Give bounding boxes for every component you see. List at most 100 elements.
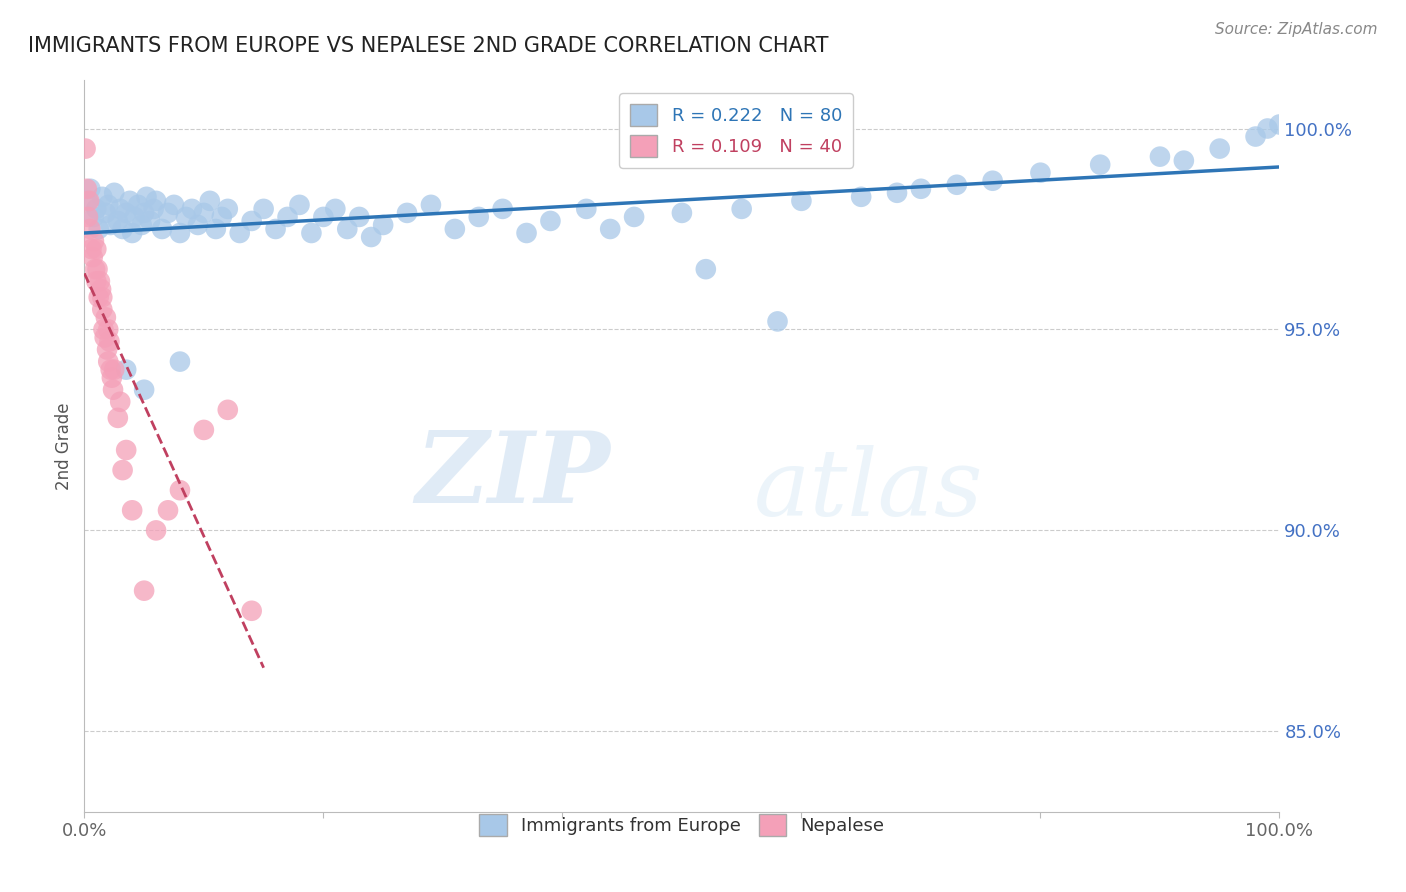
Point bbox=[288, 198, 311, 212]
Point bbox=[198, 194, 221, 208]
Point bbox=[575, 202, 598, 216]
Point bbox=[89, 274, 111, 288]
Point bbox=[80, 242, 103, 256]
Point bbox=[444, 222, 467, 236]
Point bbox=[86, 274, 108, 288]
Point bbox=[1173, 153, 1195, 168]
Point bbox=[131, 218, 153, 232]
Point bbox=[90, 282, 112, 296]
Point bbox=[336, 222, 359, 236]
Point bbox=[124, 210, 146, 224]
Point bbox=[100, 362, 122, 376]
Point bbox=[264, 222, 287, 236]
Point bbox=[217, 202, 239, 216]
Point bbox=[83, 234, 105, 248]
Point bbox=[100, 218, 122, 232]
Point bbox=[1268, 118, 1291, 132]
Point bbox=[97, 322, 120, 336]
Point bbox=[145, 524, 167, 538]
Point bbox=[142, 202, 165, 216]
Point bbox=[671, 206, 693, 220]
Point bbox=[240, 604, 263, 618]
Point bbox=[87, 222, 110, 236]
Point bbox=[93, 322, 115, 336]
Point bbox=[468, 210, 491, 224]
Point bbox=[118, 194, 141, 208]
Point bbox=[101, 383, 124, 397]
Point bbox=[103, 362, 125, 376]
Point bbox=[110, 394, 132, 409]
Point bbox=[396, 206, 419, 220]
Text: ZIP: ZIP bbox=[415, 427, 610, 524]
Point bbox=[325, 202, 347, 216]
Point bbox=[86, 262, 108, 277]
Point bbox=[121, 226, 143, 240]
Y-axis label: 2nd Grade: 2nd Grade bbox=[55, 402, 73, 490]
Point bbox=[115, 443, 138, 458]
Point bbox=[240, 214, 263, 228]
Point bbox=[83, 210, 105, 224]
Point bbox=[1209, 142, 1232, 156]
Point bbox=[886, 186, 908, 200]
Point bbox=[77, 210, 100, 224]
Point bbox=[157, 503, 180, 517]
Point bbox=[97, 354, 120, 368]
Point bbox=[86, 202, 108, 216]
Legend: Immigrants from Europe, Nepalese: Immigrants from Europe, Nepalese bbox=[472, 806, 891, 843]
Point bbox=[1149, 150, 1171, 164]
Point bbox=[115, 206, 138, 220]
Point bbox=[91, 290, 114, 304]
Point bbox=[79, 182, 101, 196]
Point bbox=[82, 250, 104, 264]
Point bbox=[98, 334, 121, 349]
Point bbox=[139, 214, 162, 228]
Point bbox=[97, 198, 120, 212]
Point bbox=[111, 463, 134, 477]
Point bbox=[790, 194, 813, 208]
Point bbox=[157, 206, 180, 220]
Point bbox=[217, 402, 239, 417]
Point bbox=[193, 423, 215, 437]
Point bbox=[77, 194, 100, 208]
Point bbox=[87, 290, 110, 304]
Point bbox=[115, 362, 138, 376]
Point bbox=[766, 314, 789, 328]
Text: IMMIGRANTS FROM EUROPE VS NEPALESE 2ND GRADE CORRELATION CHART: IMMIGRANTS FROM EUROPE VS NEPALESE 2ND G… bbox=[28, 36, 828, 55]
Point bbox=[132, 583, 156, 598]
Point bbox=[101, 370, 124, 384]
Point bbox=[420, 198, 443, 212]
Point bbox=[75, 142, 97, 156]
Point bbox=[193, 206, 215, 220]
Point bbox=[623, 210, 645, 224]
Point bbox=[77, 194, 100, 208]
Point bbox=[516, 226, 538, 240]
Point bbox=[107, 214, 129, 228]
Point bbox=[946, 178, 969, 192]
Point bbox=[150, 222, 173, 236]
Point bbox=[205, 222, 228, 236]
Point bbox=[349, 210, 371, 224]
Point bbox=[96, 343, 118, 357]
Point bbox=[1257, 121, 1279, 136]
Point bbox=[1244, 129, 1267, 144]
Point bbox=[253, 202, 276, 216]
Point bbox=[277, 210, 299, 224]
Point bbox=[94, 310, 117, 325]
Point bbox=[103, 186, 125, 200]
Point bbox=[851, 190, 873, 204]
Point bbox=[695, 262, 717, 277]
Point bbox=[169, 354, 191, 368]
Point bbox=[540, 214, 562, 228]
Point bbox=[910, 182, 932, 196]
Point bbox=[1090, 158, 1112, 172]
Point bbox=[163, 198, 186, 212]
Text: Source: ZipAtlas.com: Source: ZipAtlas.com bbox=[1215, 22, 1378, 37]
Point bbox=[86, 242, 108, 256]
Point bbox=[731, 202, 754, 216]
Point bbox=[84, 262, 107, 277]
Point bbox=[492, 202, 515, 216]
Point bbox=[76, 182, 98, 196]
Point bbox=[135, 190, 157, 204]
Point bbox=[111, 222, 134, 236]
Point bbox=[145, 194, 167, 208]
